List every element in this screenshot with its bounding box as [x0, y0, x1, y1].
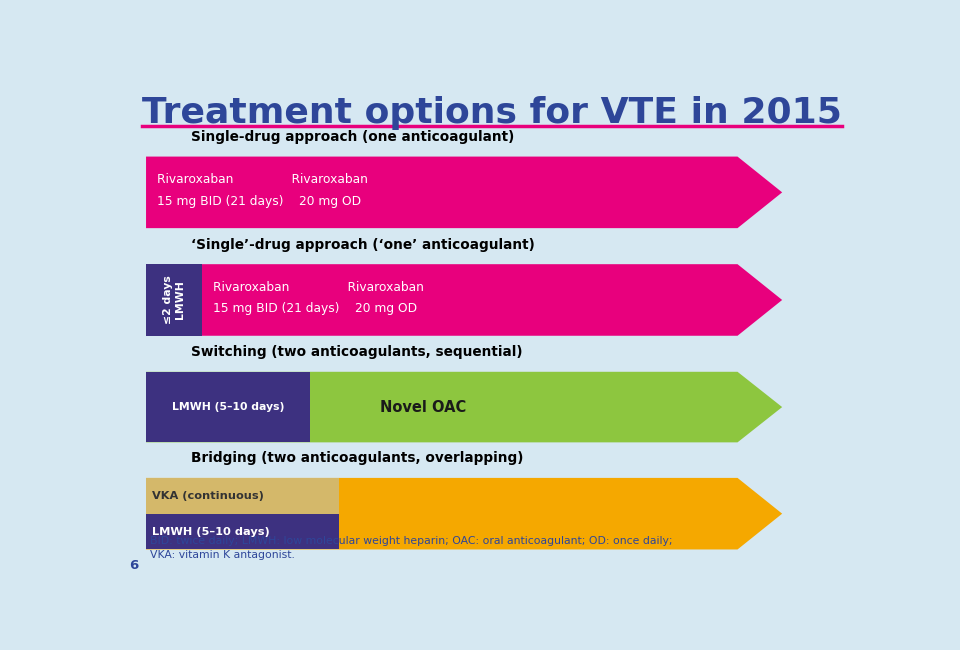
- Text: VKA (continuous): VKA (continuous): [152, 491, 264, 500]
- Polygon shape: [146, 264, 782, 336]
- FancyBboxPatch shape: [146, 514, 340, 549]
- Text: 15 mg BID (21 days)    20 mg OD: 15 mg BID (21 days) 20 mg OD: [157, 195, 361, 208]
- Text: VKA: vitamin K antagonist.: VKA: vitamin K antagonist.: [150, 550, 295, 560]
- Text: Novel OAC: Novel OAC: [380, 400, 467, 415]
- Text: Rivaroxaban               Rivaroxaban: Rivaroxaban Rivaroxaban: [157, 174, 368, 187]
- Text: BID: twice daily; LMWH: low molecular weight heparin; OAC: oral anticoagulant; O: BID: twice daily; LMWH: low molecular we…: [150, 536, 672, 546]
- Text: Single-drug approach (one anticoagulant): Single-drug approach (one anticoagulant): [191, 130, 514, 144]
- Polygon shape: [146, 372, 782, 443]
- Text: Treatment options for VTE in 2015: Treatment options for VTE in 2015: [142, 96, 842, 129]
- Polygon shape: [146, 157, 782, 228]
- Text: 6: 6: [129, 560, 138, 573]
- Text: ‘Single’-drug approach (‘one’ anticoagulant): ‘Single’-drug approach (‘one’ anticoagul…: [191, 238, 535, 252]
- FancyBboxPatch shape: [146, 264, 202, 336]
- Text: Rivaroxaban               Rivaroxaban: Rivaroxaban Rivaroxaban: [213, 281, 424, 294]
- Text: LMWH (5–10 days): LMWH (5–10 days): [152, 526, 270, 537]
- Text: Bridging (two anticoagulants, overlapping): Bridging (two anticoagulants, overlappin…: [191, 451, 523, 465]
- Text: 15 mg BID (21 days)    20 mg OD: 15 mg BID (21 days) 20 mg OD: [213, 302, 418, 315]
- Text: LMWH (5–10 days): LMWH (5–10 days): [172, 402, 284, 412]
- Text: Switching (two anticoagulants, sequential): Switching (two anticoagulants, sequentia…: [191, 345, 522, 359]
- FancyBboxPatch shape: [146, 372, 310, 443]
- Text: ≤2 days
LMWH: ≤2 days LMWH: [163, 276, 184, 324]
- FancyBboxPatch shape: [146, 478, 340, 514]
- Polygon shape: [146, 478, 782, 549]
